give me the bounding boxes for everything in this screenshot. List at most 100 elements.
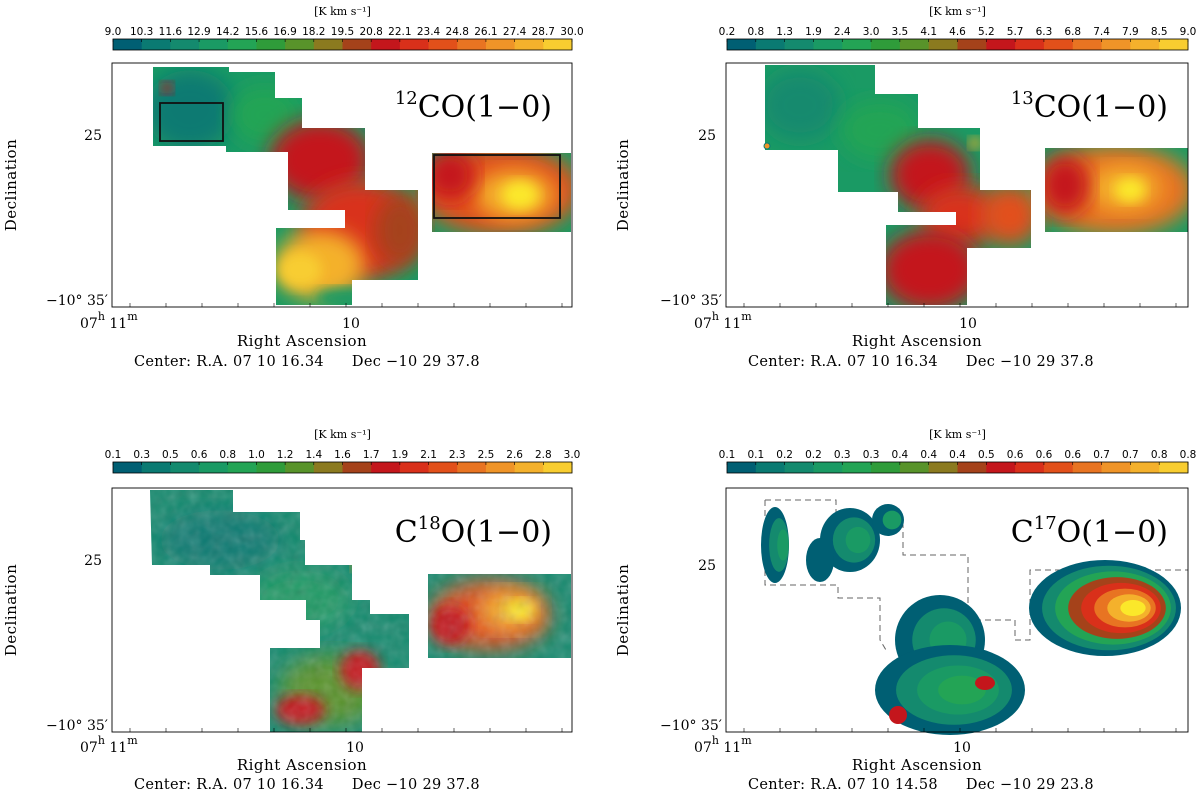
colorbar-tick-label: 4.1 (920, 26, 937, 38)
colorbar-tick-label: 0.8 (1151, 449, 1168, 461)
colorbar-segment (285, 39, 315, 50)
colorbar-tick-label: 9.0 (1180, 26, 1197, 38)
y-tick-label: −10° 35′ (46, 293, 108, 309)
colorbar-tick-label: 0.7 (1093, 449, 1110, 461)
colorbar-segment (342, 39, 372, 50)
x-tick-label: 07h 11m (80, 734, 138, 756)
colorbar-tick-label: 2.5 (478, 449, 495, 461)
contour-level (938, 675, 986, 705)
colorbar-tick-label: 5.2 (978, 26, 995, 38)
map-content (761, 499, 1188, 735)
colorbar-tick-label: 5.7 (1007, 26, 1024, 38)
emission-region (270, 120, 370, 200)
colorbar-tick-label: 30.0 (560, 26, 583, 38)
x-axis-label: Right Ascension (852, 332, 982, 350)
colorbar-tick-label: 10.3 (130, 26, 153, 38)
x-tick-label: 10 (953, 740, 971, 756)
colorbar-segment (1159, 462, 1189, 473)
colorbar-tick-label: 0.1 (747, 449, 764, 461)
colorbar-segment (371, 462, 401, 473)
colorbar-tick-label: 12.9 (187, 26, 210, 38)
center-coordinates: Center: R.A. 07 10 16.34 Dec −10 29 37.8 (134, 354, 480, 370)
colorbar-segment (1101, 462, 1131, 473)
colorbar-segment (928, 462, 958, 473)
colorbar-tick-label: 0.4 (920, 449, 937, 461)
colorbar-tick-label: 6.3 (1036, 26, 1053, 38)
colorbar-segment (813, 462, 843, 473)
x-tick-label: 07h 11m (80, 310, 138, 332)
colorbar-segment (957, 462, 987, 473)
colorbar-tick-label: 27.4 (503, 26, 527, 38)
y-tick-label: 25 (698, 558, 716, 574)
colorbar-tick-label: 16.9 (273, 26, 296, 38)
colorbar-segment (1072, 39, 1103, 50)
emission-region (840, 100, 920, 160)
colorbar-segment (399, 462, 430, 473)
emission-region (1040, 155, 1090, 215)
colorbar-segment (543, 39, 573, 50)
colorbar-tick-label: 0.3 (133, 449, 150, 461)
colorbar-unit-label: [K km s⁻¹] (929, 428, 986, 441)
colorbar-tick-label: 0.8 (1180, 449, 1197, 461)
colorbar-tick-label: 24.8 (446, 26, 469, 38)
region-box (433, 154, 561, 219)
colorbar-segment (141, 462, 171, 473)
emission-region (765, 70, 840, 140)
emission-region (425, 150, 475, 200)
panel-2: [K km s⁻¹] 0.2 0.8 1.3 1.9 2.4 3.0 3.5 4.1 4.6 5.2… (614, 5, 1197, 370)
contour-level (882, 510, 902, 530)
colorbar-tick-label: 2.4 (834, 26, 851, 38)
center-coordinates: Center: R.A. 07 10 14.58 Dec −10 29 23.8 (748, 777, 1094, 793)
colorbar-segment (113, 39, 143, 50)
colorbar-segment (485, 462, 516, 473)
colorbar-tick-label: 0.3 (863, 449, 880, 461)
colorbar-segment (227, 39, 257, 50)
colorbar-tick-label: 0.2 (719, 26, 736, 38)
colorbar-tick-label: 0.1 (719, 449, 736, 461)
colorbar-tick-label: 1.9 (392, 449, 409, 461)
panel-1: [K km s⁻¹] 9.0 10.3 11.6 12.9 14.2 15.6 16.9 18.… (2, 5, 584, 370)
colorbar-tick-label: 1.4 (305, 449, 322, 461)
colorbar-segment (1101, 39, 1131, 50)
colorbar-segment (399, 39, 430, 50)
colorbar-tick-label: 2.8 (535, 449, 552, 461)
colorbar-segment (727, 462, 757, 473)
colorbar-segment (842, 39, 872, 50)
colorbar-tick-label: 0.2 (776, 449, 793, 461)
colorbar-segment (755, 39, 786, 50)
colorbar-tick-label: 18.2 (302, 26, 325, 38)
colorbar-unit-label: [K km s⁻¹] (929, 5, 986, 18)
emission-map (761, 499, 1188, 735)
colorbar-tick-label: 0.1 (105, 449, 122, 461)
colorbar-segment (899, 462, 930, 473)
colorbar-unit-label: [K km s⁻¹] (314, 428, 371, 441)
colorbar-segment (170, 462, 200, 473)
colorbar-segment (285, 462, 315, 473)
colorbar-tick-label: 2.1 (420, 449, 437, 461)
colorbar-segment (1159, 39, 1189, 50)
contour-level (975, 676, 995, 690)
emission-region (502, 181, 538, 209)
emission-region (980, 185, 1040, 245)
plot-frame (111, 487, 573, 733)
contour-level (777, 529, 789, 561)
colorbar-tick-label: 20.8 (359, 26, 382, 38)
colorbar-tick-label: 0.6 (1064, 449, 1081, 461)
colorbar-segment (342, 462, 372, 473)
colorbar-segment (199, 39, 229, 50)
colorbar-segment (986, 39, 1016, 50)
y-axis-label: Declination (2, 139, 20, 232)
colorbar-tick-label: 0.8 (219, 449, 236, 461)
colorbar-segment (256, 39, 286, 50)
x-tick-label: 10 (342, 316, 360, 332)
colorbar-segment (727, 39, 757, 50)
colorbar-tick-label: 1.9 (805, 26, 822, 38)
colorbar-tick-label: 3.0 (863, 26, 880, 38)
emission-region (230, 85, 300, 145)
colorbar-tick-label: 11.6 (159, 26, 183, 38)
colorbar-tick-label: 8.5 (1151, 26, 1168, 38)
colorbar-segment (1043, 39, 1074, 50)
colorbar-unit-label: [K km s⁻¹] (314, 5, 371, 18)
colorbar-segment (928, 39, 958, 50)
